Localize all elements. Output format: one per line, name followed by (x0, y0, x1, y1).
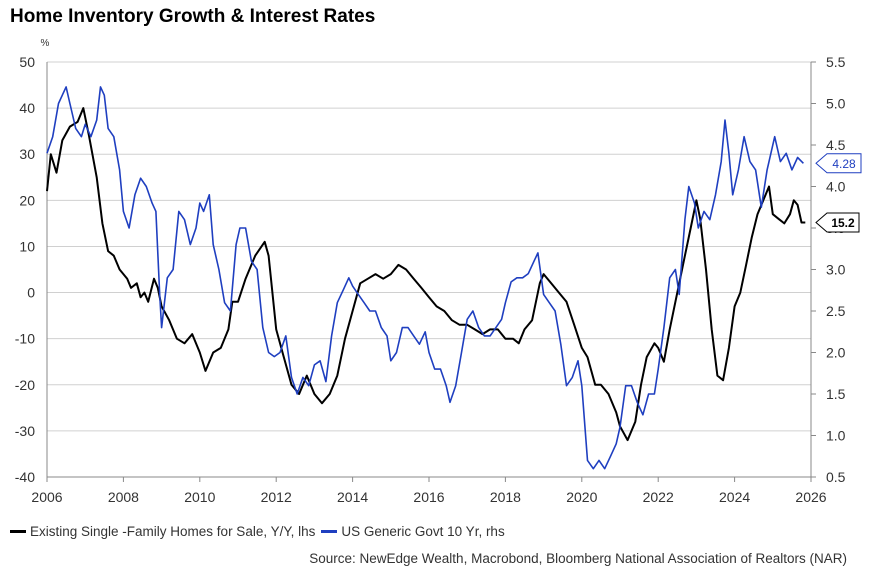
x-tick-label: 2020 (566, 489, 597, 505)
y-left-tick-label: 30 (19, 146, 35, 162)
y-left-tick-label: -20 (15, 377, 35, 393)
x-tick-label: 2006 (31, 489, 62, 505)
y-right-tick-label: 4.0 (826, 179, 846, 195)
x-tick-label: 2024 (719, 489, 750, 505)
gridlines (47, 61, 811, 478)
series-line-inventory (46, 107, 806, 442)
end-label-10yr: 4.28 (832, 157, 856, 171)
y-right-tick-label: 2.5 (826, 303, 846, 319)
end-label-box-inventory (815, 212, 860, 233)
y-right-tick-label: 0.5 (826, 469, 846, 485)
y-right-tick-label: 3.0 (826, 262, 846, 278)
y-left-tick-label: 20 (19, 192, 35, 208)
x-tick-label: 2026 (795, 489, 826, 505)
x-tick-label: 2022 (643, 489, 674, 505)
y-left-tick-label: 40 (19, 100, 35, 116)
series-line-10yr (46, 86, 804, 470)
y-right-tick-label: 5.5 (826, 54, 846, 70)
axes: 50403020100-10-20-30-40%5.55.04.54.03.53… (15, 38, 846, 505)
y-left-unit: % (41, 38, 50, 49)
y-left-tick-label: -30 (15, 423, 35, 439)
y-left-tick-label: 10 (19, 238, 35, 254)
y-right-tick-label: 1.5 (826, 386, 846, 402)
legend-swatch-inventory (10, 530, 26, 533)
end-label-box-10yr (815, 153, 862, 174)
legend-label-10yr: US Generic Govt 10 Yr, rhs (341, 524, 505, 539)
x-tick-label: 2012 (261, 489, 292, 505)
legend-swatch-10yr (321, 530, 338, 533)
end-labels: 15.2 4.28 (815, 153, 862, 233)
y-right-tick-label: 2.0 (826, 345, 846, 361)
legend-item-inventory: Existing Single -Family Homes for Sale, … (10, 524, 315, 539)
y-left-tick-label: -40 (15, 469, 35, 485)
source-note: Source: NewEdge Wealth, Macrobond, Bloom… (309, 551, 847, 566)
y-right-tick-label: 4.5 (826, 137, 846, 153)
legend-item-10yr: US Generic Govt 10 Yr, rhs (321, 524, 505, 539)
x-tick-label: 2016 (413, 489, 444, 505)
end-label-inventory: 15.2 (831, 216, 855, 230)
y-left-tick-label: -10 (15, 331, 35, 347)
y-left-tick-label: 50 (19, 54, 35, 70)
y-right-tick-label: 5.0 (826, 96, 846, 112)
x-tick-label: 2014 (337, 489, 368, 505)
legend: Existing Single -Family Homes for Sale, … (10, 524, 511, 539)
x-tick-label: 2018 (490, 489, 521, 505)
chart-title: Home Inventory Growth & Interest Rates (10, 6, 376, 27)
legend-label-inventory: Existing Single -Family Homes for Sale, … (30, 524, 316, 539)
x-tick-label: 2010 (184, 489, 215, 505)
y-left-tick-label: 0 (27, 285, 35, 301)
y-right-tick-label: 1.0 (826, 428, 846, 444)
series-lines (46, 86, 806, 470)
x-tick-label: 2008 (108, 489, 139, 505)
